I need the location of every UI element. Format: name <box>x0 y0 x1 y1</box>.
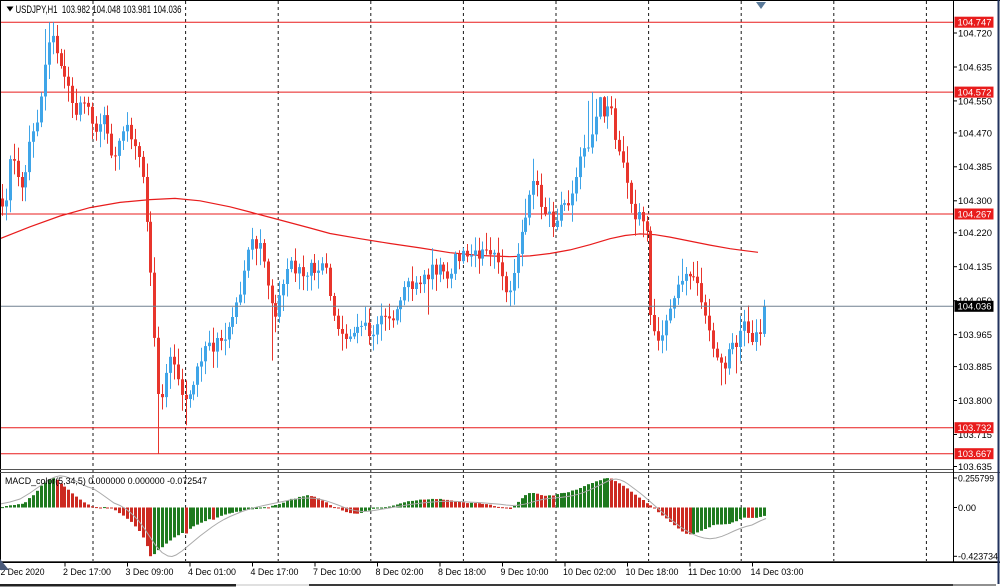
svg-text:104.300: 104.300 <box>958 196 992 207</box>
svg-text:103.732: 103.732 <box>958 423 992 434</box>
svg-text:104.135: 104.135 <box>958 262 992 273</box>
svg-text:2 Dec 2020: 2 Dec 2020 <box>1 567 45 578</box>
svg-text:103.715: 103.715 <box>958 430 992 441</box>
svg-text:9 Dec 10:00: 9 Dec 10:00 <box>501 567 549 578</box>
svg-text:8 Dec 02:00: 8 Dec 02:00 <box>376 567 424 578</box>
svg-text:MACD_color(5,34,5) 0.000000 0.: MACD_color(5,34,5) 0.000000 0.000000 -0.… <box>5 476 207 487</box>
svg-text:104.720: 104.720 <box>958 28 992 39</box>
svg-text:103.885: 103.885 <box>958 362 992 373</box>
svg-text:103.635: 103.635 <box>958 462 992 473</box>
svg-text:10 Dec 18:00: 10 Dec 18:00 <box>626 567 679 578</box>
svg-text:4 Dec 17:00: 4 Dec 17:00 <box>251 567 299 578</box>
svg-text:103.800: 103.800 <box>958 396 992 407</box>
svg-text:104.635: 104.635 <box>958 62 992 73</box>
svg-text:104.550: 104.550 <box>958 96 992 107</box>
svg-text:0.00: 0.00 <box>958 503 976 514</box>
svg-text:7 Dec 10:00: 7 Dec 10:00 <box>313 567 361 578</box>
svg-text:104.267: 104.267 <box>958 209 992 220</box>
svg-text:104.220: 104.220 <box>958 228 992 239</box>
svg-text:104.385: 104.385 <box>958 162 992 173</box>
svg-text:104.572: 104.572 <box>958 88 992 99</box>
svg-text:8 Dec 18:00: 8 Dec 18:00 <box>438 567 486 578</box>
svg-text:USDJPY,H1 103.982 104.048 103: USDJPY,H1 103.982 104.048 103.981 104.03… <box>16 4 182 16</box>
svg-text:2 Dec 17:00: 2 Dec 17:00 <box>63 567 111 578</box>
svg-text:10 Dec 02:00: 10 Dec 02:00 <box>563 567 616 578</box>
svg-text:3 Dec 09:00: 3 Dec 09:00 <box>126 567 174 578</box>
svg-text:14 Dec 03:00: 14 Dec 03:00 <box>751 567 804 578</box>
svg-text:103.667: 103.667 <box>958 449 992 460</box>
svg-text:104.036: 104.036 <box>958 302 992 313</box>
svg-text:4 Dec 01:00: 4 Dec 01:00 <box>188 567 236 578</box>
svg-text:103.965: 103.965 <box>958 330 992 341</box>
svg-text:104.470: 104.470 <box>958 128 992 139</box>
svg-text:104.747: 104.747 <box>958 18 992 29</box>
svg-text:11 Dec 10:00: 11 Dec 10:00 <box>688 567 741 578</box>
svg-text:0.255799: 0.255799 <box>958 473 994 484</box>
svg-text:-0.423734: -0.423734 <box>958 552 998 563</box>
